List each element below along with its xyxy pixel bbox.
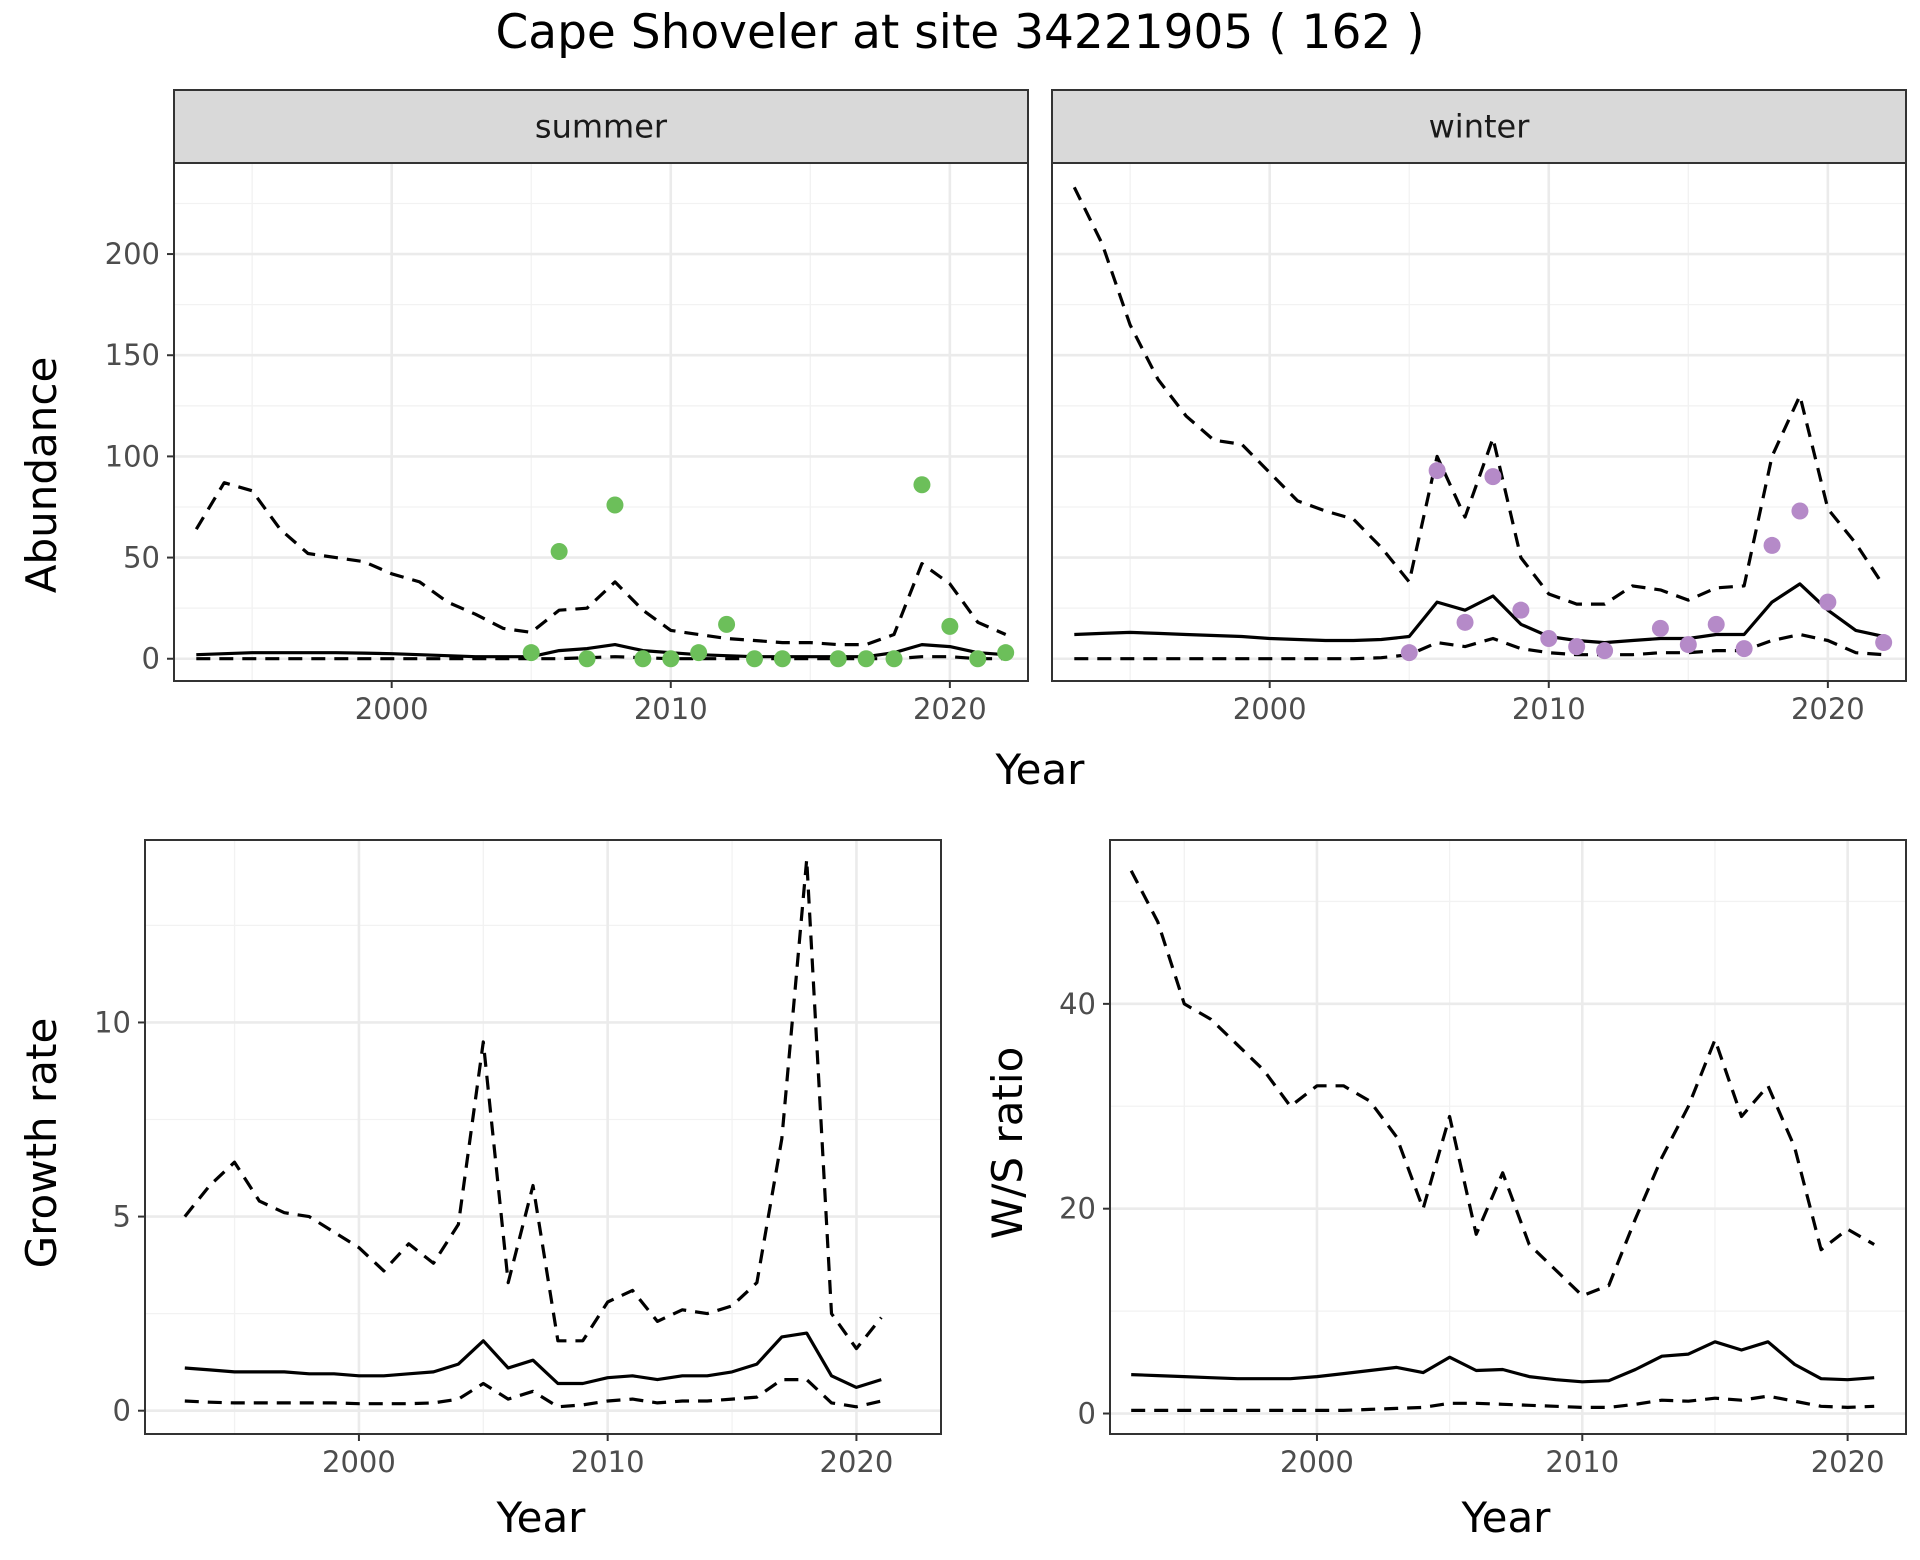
- panel-border: [1109, 839, 1907, 1435]
- data-point: [857, 650, 875, 668]
- data-point: [1512, 601, 1530, 619]
- data-point: [1791, 502, 1809, 520]
- abundance-x-axis-label: Year: [995, 745, 1086, 794]
- y-tick-label: 0: [142, 642, 160, 676]
- x-tick-label: 2020: [820, 1445, 894, 1479]
- x-tick-label: 2010: [571, 1445, 645, 1479]
- x-tick-label: 2020: [1791, 692, 1865, 726]
- y-tick-label: 40: [1059, 987, 1096, 1021]
- x-tick-label: 2020: [1811, 1445, 1885, 1479]
- growth-rate-panel: 2000 2010 2020 0 5 10: [94, 839, 942, 1479]
- data-point: [578, 650, 596, 668]
- ws-ratio-y-axis-label: W/S ratio: [983, 1047, 1032, 1240]
- data-point: [1819, 593, 1837, 611]
- data-point: [1651, 619, 1669, 637]
- data-point: [913, 476, 931, 494]
- data-point: [1763, 536, 1781, 554]
- series-line-upper: [1072, 186, 1886, 606]
- x-tick-label: 2010: [1512, 692, 1586, 726]
- abundance-winter-panel: winter 2000 2010 2020: [1051, 89, 1907, 726]
- series-line-mean: [1074, 582, 1885, 645]
- data-point: [829, 650, 847, 668]
- ws-ratio-panel: 2000 2010 2020 0 20 40: [1059, 839, 1907, 1479]
- data-point: [941, 617, 959, 635]
- data-point: [1540, 630, 1558, 648]
- data-point: [522, 644, 540, 662]
- facet-strip: [173, 89, 1029, 164]
- facet-strip: [1051, 89, 1907, 164]
- x-tick-label: 2000: [1233, 692, 1307, 726]
- y-tick-label: 150: [105, 338, 160, 372]
- x-tick-label: 2010: [634, 692, 708, 726]
- data-point: [773, 650, 791, 668]
- facet-strip-label: winter: [1429, 108, 1531, 146]
- data-point: [550, 543, 568, 560]
- y-tick-label: 5: [113, 1200, 131, 1234]
- data-point: [1568, 638, 1586, 656]
- data-point: [997, 644, 1015, 662]
- data-point: [634, 650, 652, 668]
- data-point: [745, 650, 763, 668]
- data-point: [606, 496, 624, 514]
- plot-background: [1110, 840, 1906, 1434]
- growth-rate-y-axis-label: Growth rate: [17, 1018, 66, 1269]
- data-point: [662, 650, 680, 668]
- plot-background: [145, 840, 941, 1434]
- data-point: [1596, 642, 1614, 660]
- x-tick-label: 2010: [1545, 1445, 1619, 1479]
- figure-title: Cape Shoveler at site 34221905 ( 162 ): [495, 5, 1424, 60]
- series-line-upper: [194, 481, 1007, 647]
- panel-border: [144, 839, 942, 1435]
- facet-strip-label: summer: [535, 108, 668, 146]
- y-tick-label: 200: [105, 237, 160, 271]
- plot-background: [174, 163, 1028, 681]
- data-point: [1707, 615, 1725, 633]
- ws-ratio-x-axis-label: Year: [1461, 1493, 1552, 1542]
- x-tick-label: 2000: [1280, 1445, 1354, 1479]
- series-line-upper: [1129, 869, 1875, 1298]
- data-point: [1679, 636, 1697, 654]
- data-point: [1400, 644, 1418, 662]
- y-tick-label: 100: [105, 439, 160, 473]
- data-point: [690, 644, 708, 662]
- x-tick-label: 2020: [913, 692, 987, 726]
- data-point: [718, 615, 736, 633]
- x-tick-label: 2000: [355, 692, 429, 726]
- series-line-lower: [1131, 1394, 1875, 1413]
- y-tick-label: 50: [123, 541, 160, 575]
- series-line-lower: [184, 1377, 882, 1409]
- data-point: [1735, 640, 1753, 658]
- series-line-mean: [184, 1331, 882, 1390]
- abundance-y-axis-label: Abundance: [17, 357, 66, 594]
- data-point: [1456, 613, 1474, 631]
- data-point: [969, 650, 987, 668]
- y-tick-label: 0: [113, 1394, 131, 1428]
- data-point: [1875, 634, 1893, 652]
- data-point: [1428, 462, 1446, 480]
- series-line-mean: [1131, 1340, 1875, 1384]
- data-point: [885, 650, 903, 668]
- series-line-upper: [183, 857, 883, 1351]
- data-point: [1484, 468, 1502, 486]
- x-tick-label: 2000: [322, 1445, 396, 1479]
- y-tick-label: 0: [1078, 1397, 1096, 1431]
- growth-rate-x-axis-label: Year: [496, 1493, 587, 1542]
- abundance-summer-panel: summer 2000 2010 2020 0 50 100 150 200: [105, 89, 1029, 726]
- y-tick-label: 10: [94, 1005, 131, 1039]
- y-tick-label: 20: [1059, 1192, 1096, 1226]
